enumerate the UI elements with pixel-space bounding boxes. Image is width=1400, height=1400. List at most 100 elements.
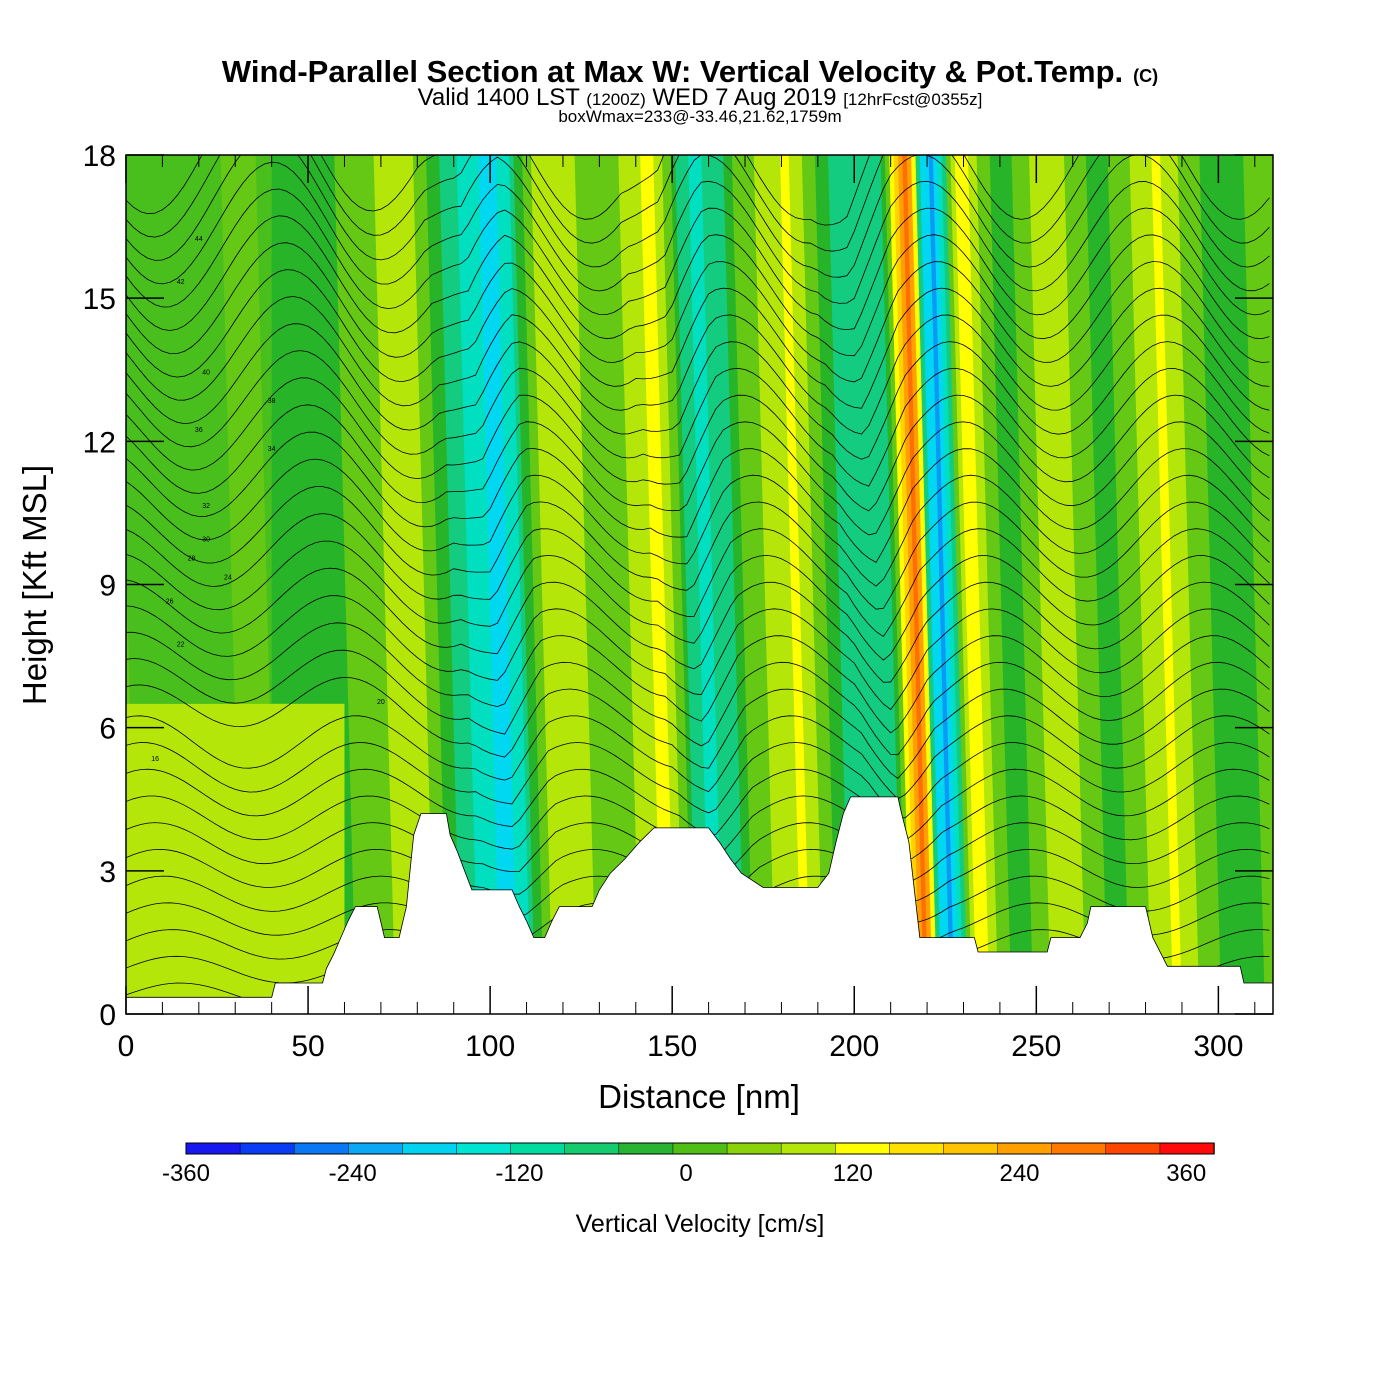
velocity-cell — [1068, 155, 1096, 1014]
velocity-cell — [1212, 155, 1240, 1014]
velocity-cell — [574, 155, 602, 1014]
velocity-cell — [517, 155, 545, 1014]
velocity-cell — [683, 155, 711, 1014]
velocity-cell — [976, 155, 1004, 1014]
velocity-cell — [1129, 155, 1157, 1014]
velocity-cell — [430, 155, 458, 1014]
subtitle-forecast: [12hrFcst@0355z] — [843, 90, 982, 109]
velocity-cell — [1142, 155, 1170, 1014]
velocity-cell — [478, 155, 506, 1014]
velocity-cell — [1147, 155, 1174, 1014]
velocity-cell — [126, 155, 272, 704]
x-tick-label: 300 — [1193, 1030, 1243, 1063]
velocity-cell — [548, 155, 576, 1014]
velocity-cell — [561, 155, 589, 1014]
velocity-cell — [1269, 155, 1273, 299]
isentrope-label: 28 — [188, 556, 196, 563]
velocity-cell — [456, 155, 484, 1014]
velocity-cell — [474, 155, 501, 1014]
velocity-cell — [631, 155, 659, 1014]
velocity-cell — [360, 155, 388, 1014]
isentrope-line — [126, 161, 1270, 304]
isentrope-line — [126, 715, 1270, 800]
velocity-cell — [941, 155, 969, 1014]
colorbar-tick-label: 0 — [679, 1160, 692, 1187]
colorbar-segment — [185, 1142, 241, 1155]
velocity-cell — [670, 155, 698, 1014]
velocity-cell — [924, 155, 951, 1014]
isentrope-label: 34 — [268, 446, 276, 453]
velocity-cell — [880, 155, 908, 1014]
velocity-cell — [347, 155, 375, 1014]
velocity-cell — [377, 155, 405, 1014]
velocity-cell — [1221, 155, 1249, 1014]
x-tick-label: 250 — [1011, 1030, 1061, 1063]
velocity-cell — [539, 155, 567, 1014]
chart-subtitle-box: boxWmax=233@-33.46,21.62,1759m — [558, 107, 841, 126]
y-tick-label: 18 — [83, 140, 116, 173]
velocity-cell — [544, 155, 571, 1014]
velocity-cell — [500, 155, 528, 1014]
isentrope-line — [126, 567, 1270, 683]
velocity-cell — [1033, 155, 1061, 1014]
velocity-cell — [592, 155, 619, 1014]
velocity-cell — [609, 155, 637, 1014]
isentrope-line — [126, 155, 1270, 278]
velocity-cell — [1050, 155, 1078, 1014]
isentrope-label: 24 — [224, 575, 232, 582]
velocity-cell — [443, 155, 471, 1014]
colorbar-tick-label: 240 — [999, 1160, 1039, 1187]
y-tick-label: 12 — [83, 426, 116, 459]
chart-title: Wind-Parallel Section at Max W: Vertical… — [222, 54, 1158, 89]
velocity-cell — [1278, 155, 1305, 1014]
velocity-cell — [1216, 155, 1244, 1014]
colorbar-segment — [1105, 1142, 1161, 1155]
velocity-cell — [1195, 155, 1222, 1014]
y-tick-label: 15 — [83, 283, 116, 316]
colorbar-segment — [835, 1142, 891, 1155]
velocity-cell — [334, 155, 362, 1014]
velocity-cell — [963, 155, 991, 1014]
velocity-cell — [1081, 155, 1109, 1014]
velocity-cell — [1103, 155, 1131, 1014]
colorbar-segment — [510, 1142, 566, 1155]
colorbar-segment — [402, 1142, 458, 1155]
subtitle-date: WED 7 Aug 2019 — [652, 84, 836, 111]
isentrope-label: 22 — [177, 642, 185, 649]
velocity-cell — [1059, 155, 1087, 1014]
plot-area: 16 20 22 24 26 28 30 32 34 36 38 40 42 44 — [126, 155, 1318, 1014]
velocity-cell — [950, 155, 978, 1014]
velocity-cell — [495, 155, 523, 1014]
velocity-cell — [1190, 155, 1218, 1014]
velocity-cell — [600, 155, 628, 1014]
velocity-cell — [447, 155, 475, 1014]
velocity-cell — [412, 155, 440, 1014]
velocity-cell — [343, 155, 370, 1014]
velocity-cell — [356, 155, 383, 1014]
colorbar-segment — [618, 1142, 674, 1155]
velocity-cell — [1291, 155, 1318, 1014]
velocity-cell — [509, 155, 536, 1014]
velocity-cell — [557, 155, 584, 1014]
velocity-cell — [1282, 155, 1309, 1014]
isentrope-line — [126, 296, 1270, 435]
isentrope-line — [126, 404, 1270, 536]
velocity-cell — [911, 155, 938, 1014]
velocity-cell — [1024, 155, 1052, 1014]
velocity-cell — [806, 155, 834, 1014]
colorbar-segment — [997, 1142, 1053, 1155]
velocity-cell — [828, 155, 855, 1014]
velocity-cell — [902, 155, 930, 1014]
terrain — [126, 796, 1273, 1014]
colorbar: -360 -240 -120 0 120 240 360 — [162, 1142, 1215, 1187]
velocity-cell — [889, 155, 917, 1014]
velocity-cell — [1037, 155, 1065, 1014]
velocity-cell — [915, 155, 943, 1014]
velocity-cell — [391, 155, 418, 1014]
velocity-cell — [819, 155, 847, 1014]
velocity-cell — [1002, 155, 1030, 1014]
velocity-cell — [460, 155, 488, 1014]
velocity-cell — [675, 155, 702, 1014]
colorbar-segment — [456, 1142, 512, 1155]
colorbar-tick-label: 120 — [833, 1160, 873, 1187]
